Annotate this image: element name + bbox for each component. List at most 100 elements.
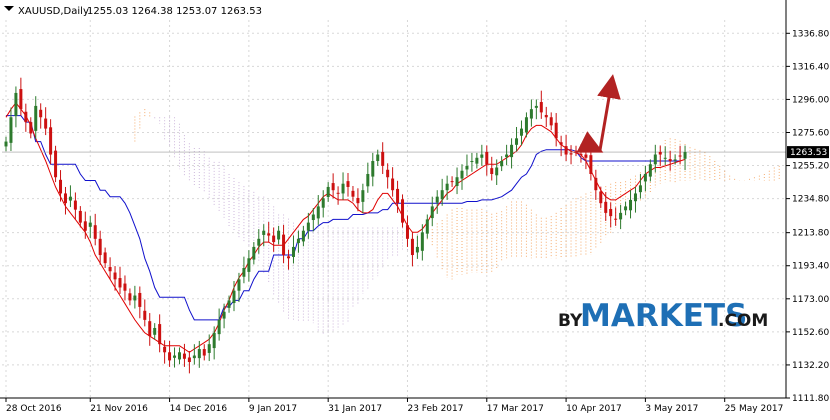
candle-body bbox=[668, 159, 672, 162]
candle-body bbox=[490, 168, 494, 174]
candle-body bbox=[633, 193, 637, 202]
candle-body bbox=[500, 161, 504, 167]
candle-body bbox=[376, 154, 380, 162]
candle-body bbox=[420, 232, 424, 251]
watermark-logo: BY MARKETS .COM bbox=[558, 298, 768, 334]
y-tick-label: 1152.60 bbox=[792, 328, 829, 338]
current-price-tag: 1263.53 bbox=[787, 146, 829, 159]
candle-body bbox=[594, 177, 598, 191]
candle-body bbox=[524, 117, 528, 133]
candle-body bbox=[252, 246, 256, 260]
candle-body bbox=[346, 181, 350, 187]
candle-body bbox=[143, 310, 147, 320]
candle-body bbox=[569, 153, 573, 155]
candle-body bbox=[450, 181, 454, 183]
y-tick-label: 1316.40 bbox=[792, 62, 829, 72]
candle-body bbox=[549, 117, 553, 126]
candle-body bbox=[534, 105, 538, 108]
candle-body bbox=[539, 102, 543, 113]
watermark-prefix: BY bbox=[558, 311, 583, 331]
candle-body bbox=[83, 221, 87, 231]
candle-body bbox=[272, 235, 276, 243]
forecast-arrow-up bbox=[597, 74, 621, 151]
candle-body bbox=[430, 206, 434, 219]
candle-body bbox=[192, 355, 196, 359]
candle-body bbox=[163, 346, 167, 353]
candle-body bbox=[267, 233, 271, 236]
candle-body bbox=[282, 234, 286, 256]
grid bbox=[2, 20, 786, 399]
candle-body bbox=[123, 283, 127, 291]
candle-body bbox=[371, 161, 375, 177]
candle-body bbox=[455, 177, 459, 186]
candle-body bbox=[73, 200, 77, 210]
candle-body bbox=[629, 199, 633, 211]
candle-body bbox=[425, 219, 429, 234]
candle-body bbox=[277, 230, 281, 240]
candle-body bbox=[624, 206, 628, 211]
y-tick-label: 1296.00 bbox=[792, 95, 829, 105]
candle-body bbox=[306, 222, 310, 231]
candle-body bbox=[351, 190, 355, 197]
collapse-triangle-icon[interactable] bbox=[4, 6, 14, 11]
candle-body bbox=[460, 170, 464, 179]
candle-body bbox=[212, 332, 216, 349]
x-tick-label: 14 Dec 2016 bbox=[170, 404, 228, 414]
candle-body bbox=[311, 214, 315, 221]
candle-body bbox=[291, 246, 295, 257]
candle-body bbox=[609, 209, 613, 217]
candle-body bbox=[232, 290, 236, 304]
tenkan-sen-line bbox=[5, 101, 686, 353]
candle-body bbox=[321, 198, 325, 208]
candle-body bbox=[515, 138, 519, 145]
candle-body bbox=[173, 355, 177, 358]
candle-body bbox=[391, 178, 395, 191]
candle-body bbox=[589, 155, 593, 174]
candle-body bbox=[44, 118, 48, 129]
candle-body bbox=[316, 206, 320, 219]
candle-body bbox=[29, 122, 33, 134]
candle-body bbox=[336, 192, 340, 194]
candle-body bbox=[663, 157, 667, 159]
candle-body bbox=[410, 238, 414, 256]
y-tick-label: 1336.80 bbox=[792, 29, 829, 39]
candle-body bbox=[326, 186, 330, 198]
y-tick-label: 1255.20 bbox=[792, 162, 829, 172]
candle-body bbox=[54, 150, 58, 178]
candle-body bbox=[63, 193, 67, 204]
x-tick-label: 21 Nov 2016 bbox=[90, 404, 148, 414]
y-tick-label: 1173.00 bbox=[792, 295, 829, 305]
watermark-suffix: .COM bbox=[718, 311, 768, 331]
y-tick-label: 1193.40 bbox=[792, 262, 829, 272]
ohlc-values: 1255.03 1264.38 1253.07 1263.53 bbox=[87, 6, 262, 17]
candle-body bbox=[614, 218, 618, 220]
candle-body bbox=[93, 225, 97, 239]
candle-body bbox=[133, 295, 137, 301]
candle-body bbox=[485, 151, 489, 165]
candle-body bbox=[177, 352, 181, 360]
candle-body bbox=[301, 230, 305, 242]
candle-body bbox=[108, 267, 112, 272]
x-tick-label: 10 Apr 2017 bbox=[566, 404, 622, 414]
candle-body bbox=[510, 144, 514, 158]
price-tag-label: 1263.53 bbox=[790, 148, 827, 158]
candle-body bbox=[405, 225, 409, 239]
candle-body bbox=[366, 173, 370, 187]
candle-body bbox=[237, 279, 241, 291]
candle-body bbox=[396, 188, 400, 204]
candle-body bbox=[14, 92, 18, 116]
candle-body bbox=[381, 151, 385, 166]
candle-body bbox=[262, 230, 266, 235]
candle-body bbox=[519, 128, 523, 136]
candle-body bbox=[217, 319, 221, 335]
candle-body bbox=[4, 141, 8, 147]
candle-body bbox=[599, 191, 603, 204]
candle-body bbox=[435, 196, 439, 203]
candle-body bbox=[49, 127, 53, 155]
candle-body bbox=[39, 109, 43, 118]
candle-body bbox=[247, 258, 251, 272]
candle-body bbox=[584, 154, 588, 158]
